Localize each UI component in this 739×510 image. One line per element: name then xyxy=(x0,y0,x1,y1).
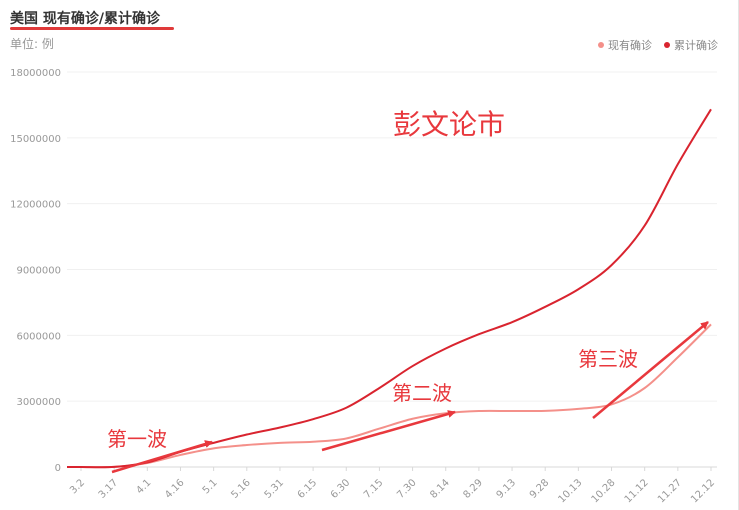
title-underline xyxy=(10,27,174,30)
unit-label: 单位: 例 xyxy=(10,37,54,51)
y-tick-label: 12000000 xyxy=(10,200,61,211)
wave2-label: 第二波 xyxy=(392,381,452,405)
y-tick-label: 6000000 xyxy=(16,331,61,342)
x-tick-label: 4.16 xyxy=(163,477,187,501)
legend-item-cumulative[interactable]: 累计确诊 xyxy=(664,37,718,53)
series-line-cumulative xyxy=(66,108,712,469)
chart-title: 美国 现有确诊/累计确诊 xyxy=(10,11,160,27)
legend-label-cumulative: 累计确诊 xyxy=(674,39,718,52)
x-tick-label: 9.28 xyxy=(528,477,552,501)
y-tick-label: 9000000 xyxy=(16,266,61,277)
y-tick-label: 0 xyxy=(55,463,61,474)
x-tick-label: 5.31 xyxy=(263,477,287,501)
wave1-label: 第一波 xyxy=(107,427,167,451)
x-tick-label: 7.30 xyxy=(395,477,419,501)
wave3-label: 第三波 xyxy=(578,347,638,371)
x-tick-label: 8.14 xyxy=(428,477,452,501)
chart-legend: 现有确诊 累计确诊 xyxy=(598,37,718,53)
x-tick-label: 10.13 xyxy=(556,477,584,505)
x-tick-label: 6.15 xyxy=(296,477,320,501)
watermark-text: 彭文论市 xyxy=(393,108,505,141)
y-tick-label: 3000000 xyxy=(16,397,61,408)
x-tick-label: 3.2 xyxy=(68,477,87,496)
x-tick-label: 12.12 xyxy=(689,477,717,505)
x-tick-label: 5.16 xyxy=(229,477,253,501)
wave1-arrow xyxy=(111,440,213,474)
x-tick-label: 5.1 xyxy=(201,477,220,496)
series-line-current xyxy=(66,323,712,469)
x-tick-label: 11.27 xyxy=(656,477,684,505)
y-tick-label: 15000000 xyxy=(10,134,61,145)
x-tick-label: 11.12 xyxy=(623,477,651,505)
x-tick-label: 10.28 xyxy=(590,477,618,505)
x-tick-label: 7.15 xyxy=(362,477,386,501)
legend-marker-cumulative xyxy=(664,42,670,48)
wave2-arrow xyxy=(321,410,456,452)
x-tick-label: 9.13 xyxy=(495,477,519,501)
x-tick-label: 6.30 xyxy=(329,477,353,501)
x-tick-label: 8.29 xyxy=(461,477,485,501)
grid-layer xyxy=(67,71,717,402)
legend-label-current: 现有确诊 xyxy=(608,39,652,52)
wave3-arrow xyxy=(592,321,709,419)
x-tick-label: 3.17 xyxy=(97,477,121,501)
series-layer xyxy=(66,108,712,469)
legend-marker-current xyxy=(598,42,604,48)
y-tick-label: 18000000 xyxy=(10,68,61,79)
legend-item-current[interactable]: 现有确诊 xyxy=(598,37,652,53)
x-tick-label: 4.1 xyxy=(134,477,153,496)
